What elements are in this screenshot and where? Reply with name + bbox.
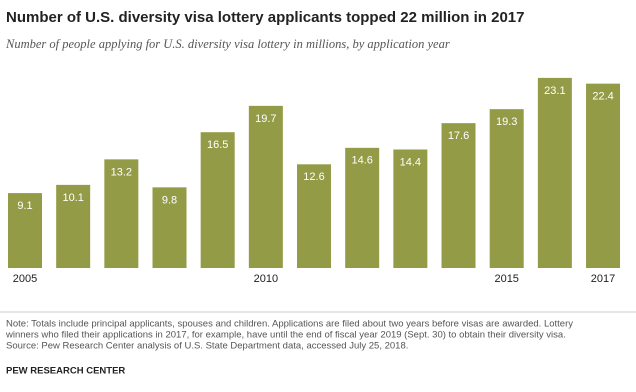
x-tick-label: 2005 [13, 273, 37, 285]
chart-title: Number of U.S. diversity visa lottery ap… [6, 9, 524, 26]
bar [152, 187, 187, 268]
value-label: 10.1 [62, 192, 83, 204]
bar [489, 109, 524, 268]
value-label: 14.4 [400, 156, 421, 168]
value-label: 23.1 [544, 85, 565, 97]
value-label: 22.4 [592, 91, 613, 103]
value-label: 9.8 [162, 194, 177, 206]
bar [56, 184, 91, 268]
value-label: 12.6 [303, 171, 324, 183]
bar [393, 149, 428, 268]
credit: PEW RESEARCH CENTER [6, 366, 125, 377]
bar [8, 193, 42, 268]
value-label: 17.6 [448, 130, 469, 142]
x-tick-label: 2015 [494, 273, 518, 285]
note-line: Note: Totals include principal applicant… [6, 319, 573, 330]
bar [248, 105, 283, 268]
bar [200, 132, 235, 268]
bar [345, 147, 380, 268]
bar [586, 83, 621, 268]
value-label: 16.5 [207, 139, 228, 151]
note-line: Source: Pew Research Center analysis of … [6, 341, 408, 352]
note-line: winners who filed their applications in … [5, 330, 566, 341]
value-label: 14.6 [351, 155, 372, 167]
chart-subtitle: Number of people applying for U.S. diver… [5, 37, 450, 51]
x-tick-label: 2017 [591, 273, 615, 285]
bar [297, 164, 332, 268]
bar [441, 123, 476, 268]
bar [104, 159, 139, 268]
x-tick-label: 2010 [254, 273, 278, 285]
value-label: 19.7 [255, 113, 276, 125]
value-label: 13.2 [111, 166, 132, 178]
value-label: 19.3 [496, 116, 517, 128]
value-label: 9.1 [17, 200, 32, 212]
bar [537, 77, 572, 269]
